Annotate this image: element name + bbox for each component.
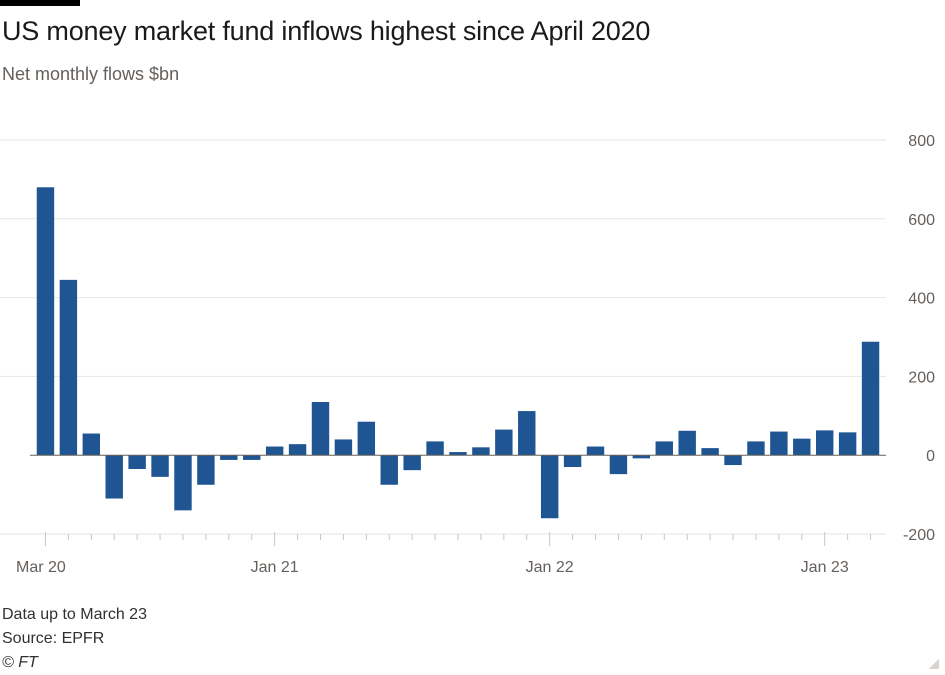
brand-bar [0, 0, 80, 6]
bar [288, 444, 307, 456]
bar [220, 455, 238, 460]
bar [838, 432, 857, 456]
bar [151, 455, 169, 477]
ft-copyright: © FT [2, 654, 38, 671]
bar [36, 187, 55, 456]
x-tick-label: Jan 21 [251, 559, 299, 576]
bar [793, 438, 811, 456]
bar [540, 455, 559, 519]
bar [82, 433, 101, 456]
data-note: Data up to March 23 [2, 606, 147, 623]
bar [311, 402, 330, 456]
bar [265, 446, 284, 456]
bar [815, 430, 834, 456]
bar [357, 421, 376, 456]
bar [128, 455, 146, 469]
bar [334, 439, 353, 456]
bar [563, 455, 582, 468]
bar [770, 431, 788, 456]
y-tick-label: -200 [903, 527, 935, 544]
y-tick-label: 200 [908, 369, 935, 386]
chart-title: US money market fund inflows highest sin… [2, 16, 651, 46]
bar [403, 455, 421, 471]
bar [724, 455, 742, 466]
bar [678, 430, 696, 456]
bar [426, 441, 444, 456]
bar [380, 455, 398, 485]
y-tick-label: 400 [908, 291, 935, 308]
bar [609, 455, 628, 475]
data-source: Source: EPFR [2, 630, 105, 647]
bar-chart: 800 600 400 200 0 -200 Mar 20 Jan 21 Jan 22 Jan 2… [0, 133, 935, 576]
bar [586, 446, 605, 456]
bar [105, 455, 123, 499]
bar [472, 447, 490, 456]
bar [655, 441, 673, 456]
bar [861, 341, 880, 456]
bar [59, 279, 78, 456]
bar [518, 411, 536, 456]
bar [449, 452, 467, 456]
y-tick-label: 600 [908, 212, 935, 229]
bar [747, 441, 765, 456]
x-tick-label: Mar 20 [16, 559, 66, 576]
bar [495, 429, 513, 456]
bar [197, 455, 215, 485]
x-tick-label: Jan 22 [526, 559, 574, 576]
resize-corner-icon [929, 659, 939, 669]
y-tick-label: 0 [926, 448, 935, 465]
x-tick-label: Jan 23 [801, 559, 849, 576]
y-tick-label: 800 [908, 133, 935, 150]
chart-subtitle: Net monthly flows $bn [2, 64, 180, 84]
bar [174, 455, 192, 511]
bar [632, 455, 651, 459]
bar [701, 448, 719, 456]
bar [243, 455, 261, 460]
